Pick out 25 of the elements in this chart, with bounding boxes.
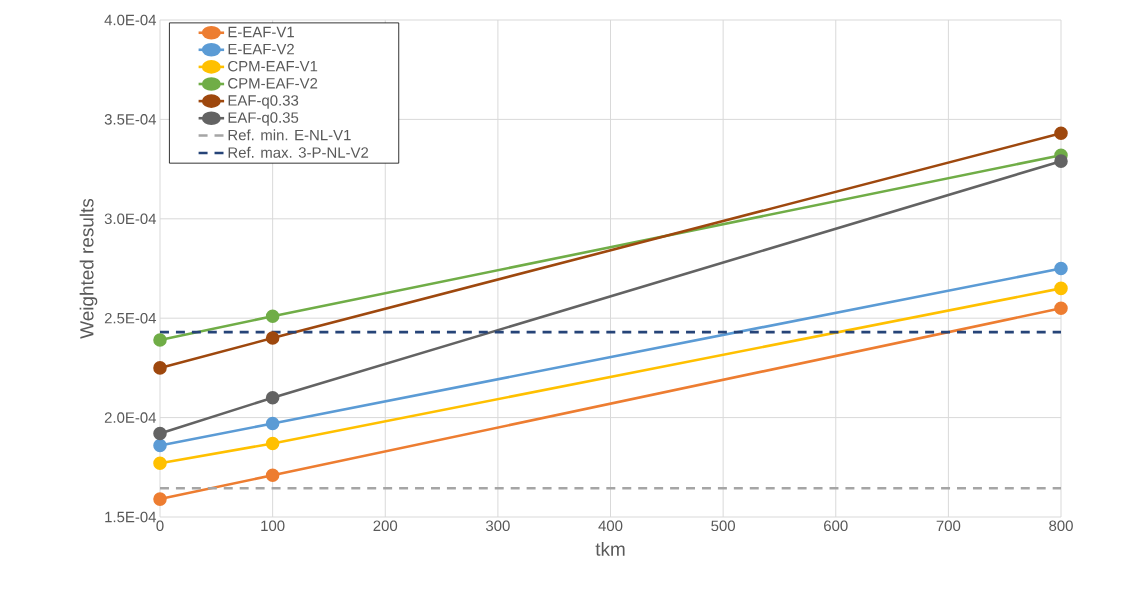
x-tick-label: 700 — [936, 520, 961, 532]
x-tick-label: 100 — [261, 520, 285, 532]
y-tick-label: 3.0E-04 — [104, 213, 157, 225]
x-tick-label: 0 — [156, 520, 164, 532]
legend-label: CPM-EAF-V1 — [228, 60, 318, 72]
y-tick-label: 2.5E-04 — [104, 312, 157, 324]
y-tick-label: 4.0E-04 — [104, 14, 157, 26]
x-tick-label: 400 — [598, 520, 623, 532]
x-tick-label: 200 — [373, 520, 398, 532]
x-tick-label: 800 — [1049, 520, 1073, 532]
legend-label: CPM-EAF-V2 — [228, 78, 318, 89]
y-axis-title: Weighted results — [79, 198, 98, 339]
x-tick-label: 300 — [485, 520, 510, 532]
legend-label: E-EAF-V2 — [228, 43, 294, 55]
legend-label: EAF-q0.35 — [228, 112, 299, 126]
legend-label: Ref. max. 3-P-NL-V2 — [228, 146, 369, 158]
x-tick-label: 500 — [711, 520, 735, 532]
x-tick-label: 600 — [824, 520, 848, 532]
legend-label: Ref. min. E-NL-V1 — [228, 129, 351, 141]
y-tick-label: 2.0E-04 — [104, 412, 157, 423]
y-tick-label: 3.5E-04 — [104, 114, 157, 125]
x-axis-title: tkm — [595, 541, 625, 556]
y-tick-label: 1.5E-04 — [105, 511, 157, 523]
legend-label: EAF-q0.33 — [228, 95, 299, 109]
legend-label: E-EAF-V1 — [228, 26, 294, 38]
